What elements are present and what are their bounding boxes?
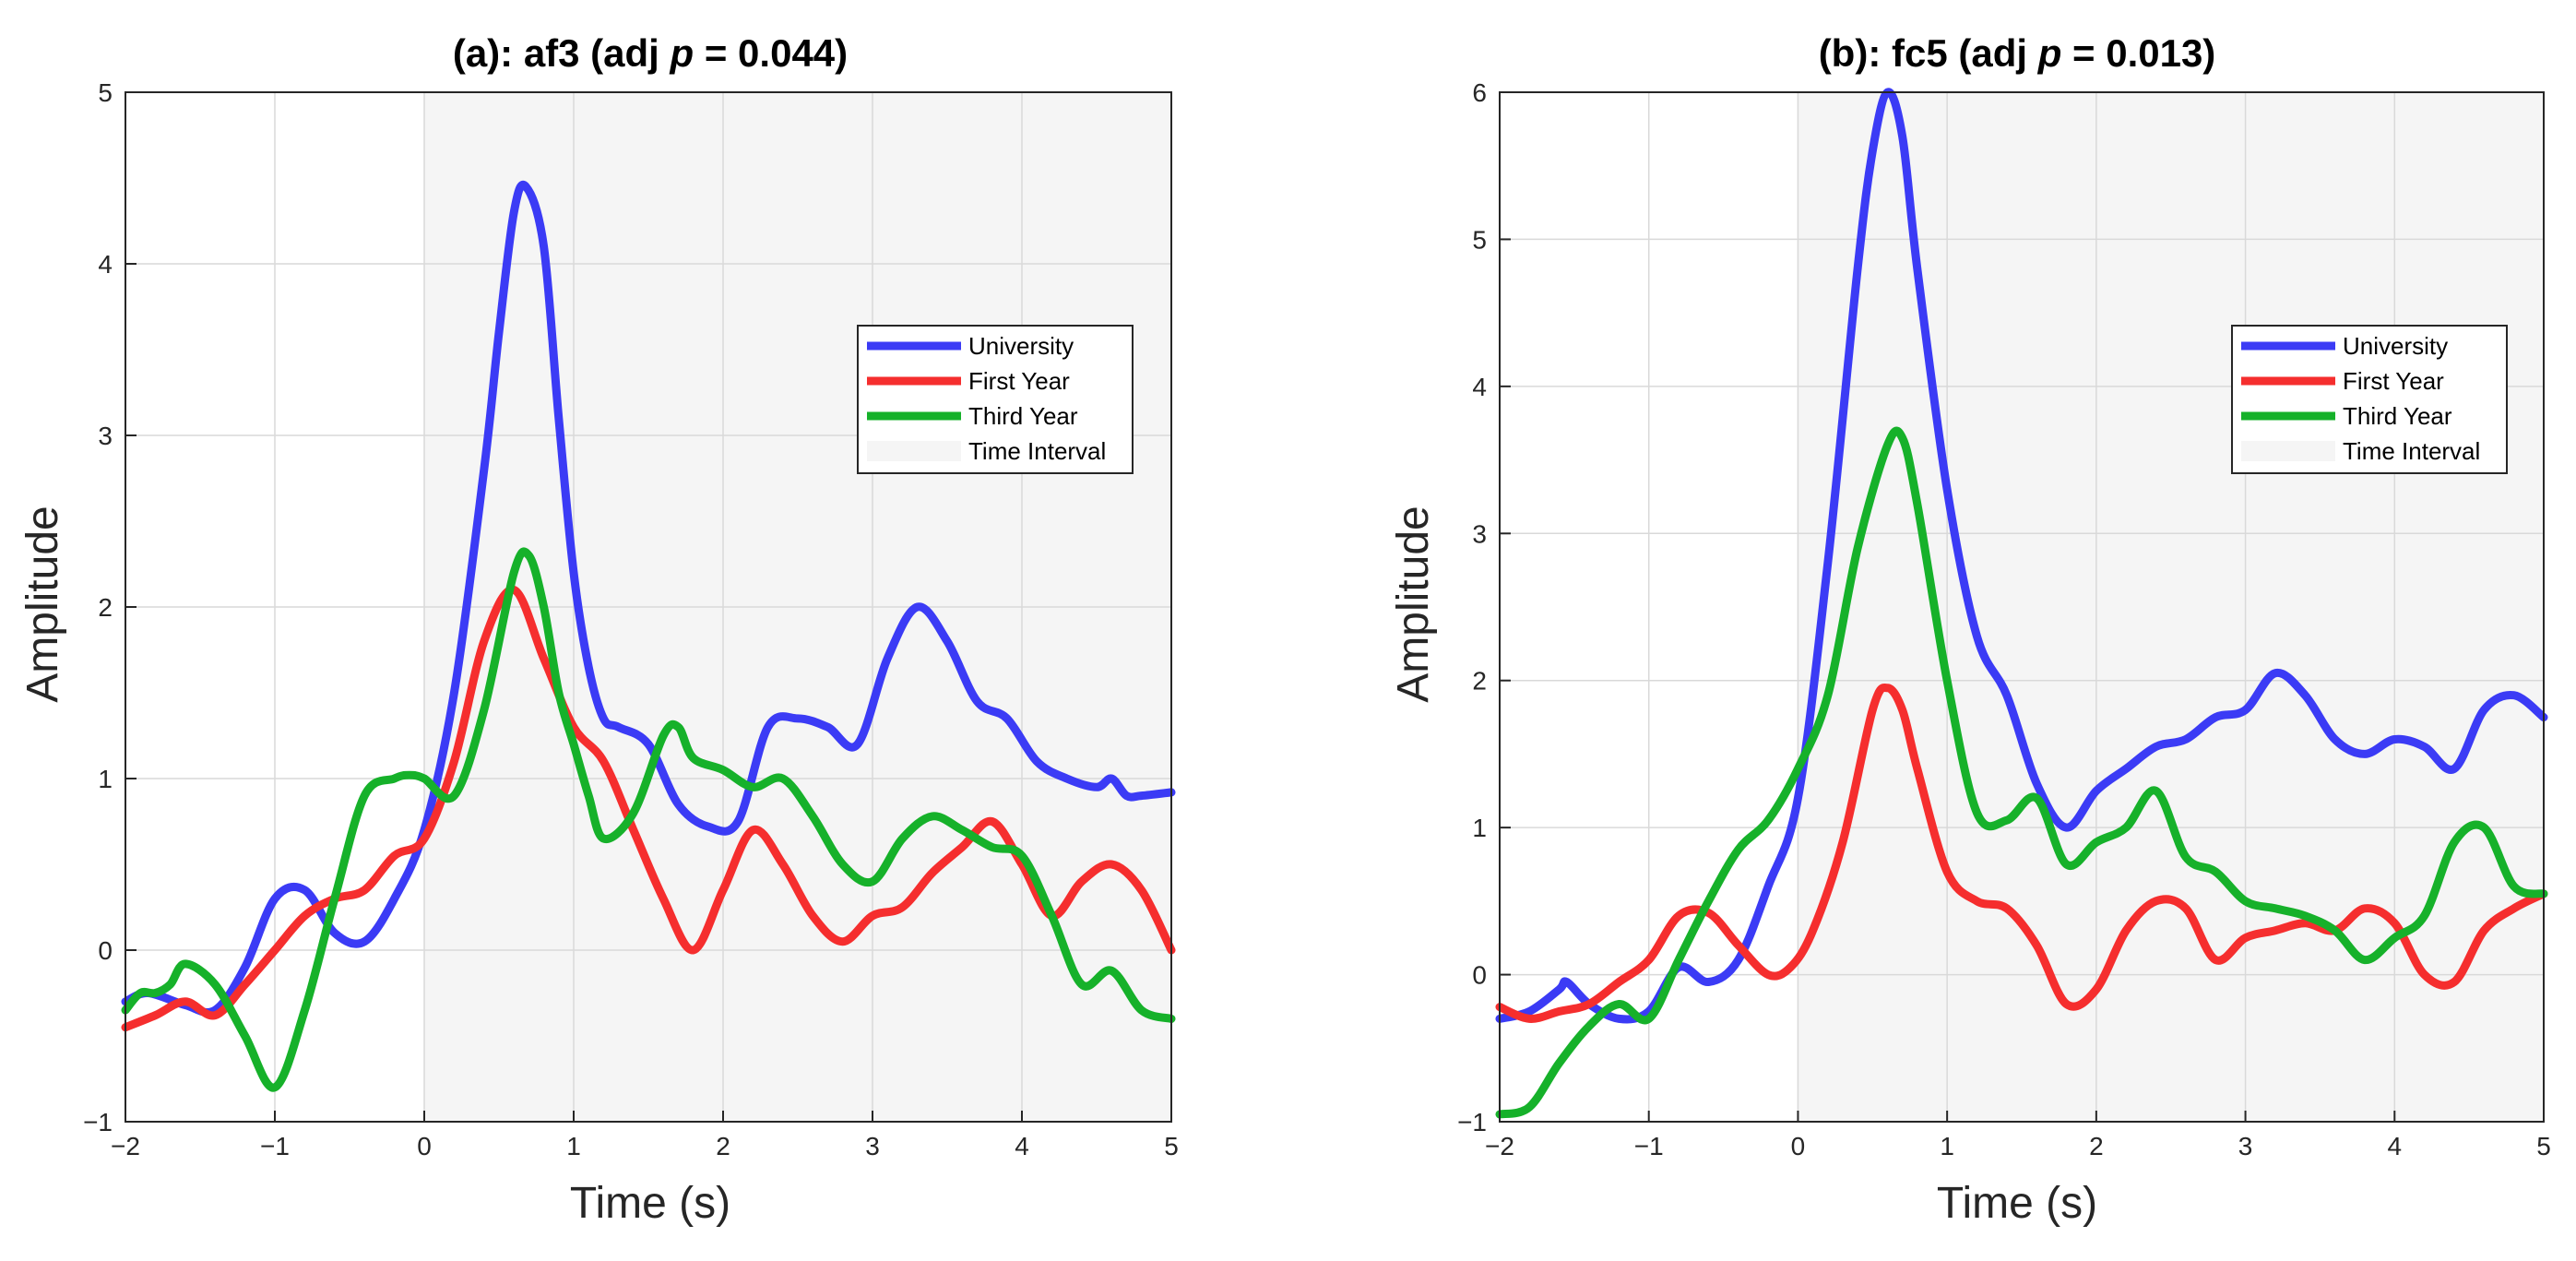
chart-a-legend-swatch-time-interval: [867, 441, 961, 461]
chart-a-xtick-label: −1: [260, 1132, 290, 1160]
chart-a-ytick-label: 4: [98, 250, 113, 279]
chart-b-title: (b): fc5 (adj p = 0.013): [1819, 31, 2216, 75]
chart-b-ytick-label: 1: [1472, 814, 1487, 842]
chart-a-xtick-label: −2: [111, 1132, 140, 1160]
chart-b-xtick-label: 4: [2387, 1132, 2402, 1160]
chart-a-series-first-year: [121, 585, 1176, 1032]
chart-a-ytick-label: 3: [98, 422, 113, 450]
chart-a-xtick-label: 1: [566, 1132, 581, 1160]
chart-b-xtick-label: 3: [2238, 1132, 2253, 1160]
chart-a: (a): af3 (adj p = 0.044) −2 −1 0 1 2 3 4 5−1012…: [18, 31, 1179, 1228]
chart-b-series-university: [1495, 88, 2548, 1024]
chart-a-ylabel: Amplitude: [18, 506, 67, 702]
chart-b-series-third-year: [1495, 426, 2548, 1119]
chart-b-xtick-label: 2: [2089, 1132, 2104, 1160]
chart-a-ytick-label: −1: [83, 1108, 113, 1136]
chart-a-legend-label-first-year: First Year: [968, 367, 1070, 395]
chart-a-xtick-label: 5: [1164, 1132, 1179, 1160]
chart-a-legend: University First Year Third Year Time In…: [857, 325, 1134, 474]
chart-b-xtick-label: 1: [1940, 1132, 1954, 1160]
chart-b-ytick-label: 4: [1472, 373, 1487, 401]
chart-a-legend-label-time-interval: Time Interval: [968, 437, 1106, 465]
chart-a-legend-label-third-year: Third Year: [968, 402, 1078, 430]
chart-b-series-first-year: [1495, 684, 2548, 1023]
chart-b-ytick-label: 3: [1472, 519, 1487, 548]
chart-b-legend-label-first-year: First Year: [2343, 367, 2444, 395]
chart-b-ytick-label: 6: [1472, 78, 1487, 107]
chart-a-ytick-label: 5: [98, 78, 113, 107]
chart-b-xtick-label: −1: [1634, 1132, 1664, 1160]
chart-b-ylabel: Amplitude: [1389, 506, 1438, 702]
chart-b-axes-box: [1499, 91, 2545, 1123]
chart-a-legend-label-university: University: [968, 332, 1074, 360]
chart-b-legend-label-university: University: [2343, 332, 2448, 360]
chart-a-ytick-label: 2: [98, 593, 113, 622]
chart-b-ytick-label: −1: [1457, 1108, 1487, 1136]
chart-b-xtick-label: 5: [2536, 1132, 2551, 1160]
chart-b-ytick-label: 2: [1472, 667, 1487, 696]
chart-b-legend: University First Year Third Year Time In…: [2231, 325, 2508, 474]
chart-b-legend-label-third-year: Third Year: [2343, 402, 2452, 430]
chart-b-xlabel: Time (s): [1937, 1179, 2097, 1228]
chart-a-xtick-label: 3: [865, 1132, 880, 1160]
chart-a-xtick-label: 0: [417, 1132, 432, 1160]
chart-a-title: (a): af3 (adj p = 0.044): [453, 31, 848, 75]
chart-a-xtick-label: 2: [716, 1132, 730, 1160]
chart-b-legend-swatch-time-interval: [2241, 441, 2335, 461]
chart-b: (b): fc5 (adj p = 0.013) −2 −1 0 1 2 3 4 5−1012…: [1389, 31, 2551, 1228]
chart-a-xlabel: Time (s): [570, 1179, 730, 1228]
chart-b-ytick-label: 5: [1472, 225, 1487, 254]
chart-a-series-third-year: [121, 547, 1176, 1092]
chart-b-xtick-label: −2: [1485, 1132, 1514, 1160]
chart-a-series-university: [121, 180, 1176, 1017]
chart-b-ytick-label: 0: [1472, 961, 1487, 990]
chart-a-ytick-label: 1: [98, 765, 113, 793]
chart-a-ytick-label: 0: [98, 936, 113, 965]
chart-a-xtick-label: 4: [1015, 1132, 1029, 1160]
chart-b-xtick-label: 0: [1791, 1132, 1806, 1160]
chart-b-time-interval-shade: [1798, 92, 2544, 1122]
chart-b-legend-label-time-interval: Time Interval: [2343, 437, 2480, 465]
